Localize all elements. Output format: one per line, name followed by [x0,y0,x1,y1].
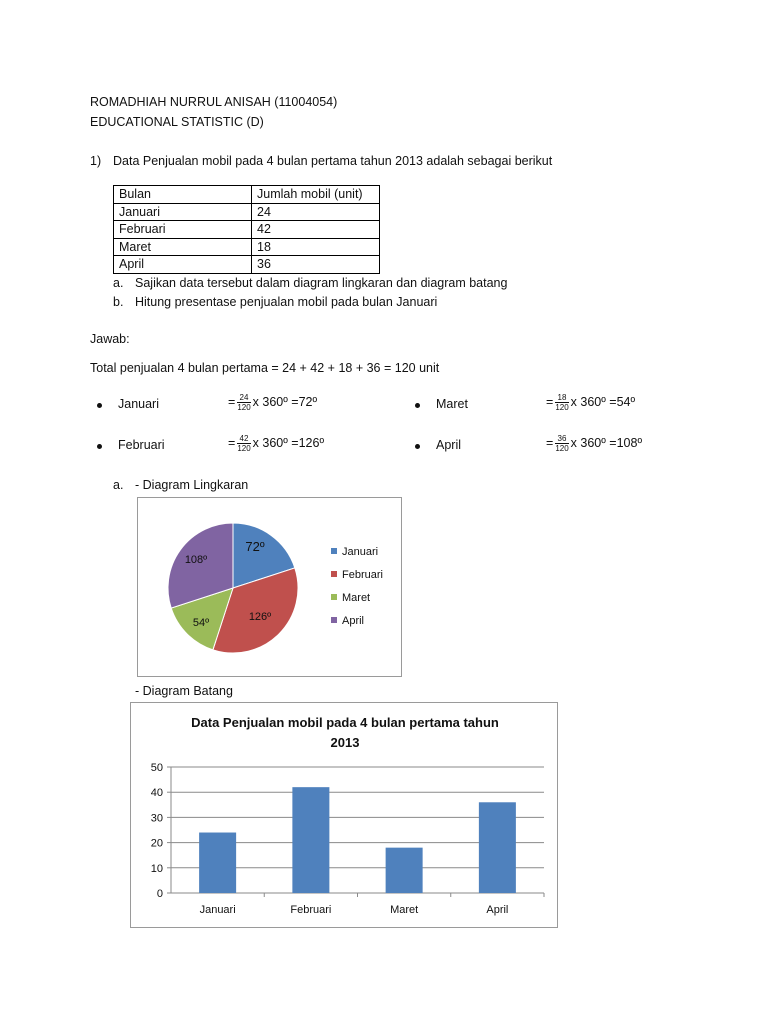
pie-slice-label: 72º [245,539,264,554]
bar-heading: - Diagram Batang [135,684,233,698]
legend-swatch [331,594,337,600]
chart-title: Data Penjualan mobil pada 4 bulan pertam… [191,715,499,730]
table-cell: 18 [251,237,380,256]
table-cell: April [113,255,252,274]
table-header: Jumlah mobil (unit) [251,185,380,204]
formula-expression: = 36 120 x 360º =108º [546,434,642,453]
task-label: a. [113,276,124,290]
numerator: 18 [555,393,569,403]
author-name: ROMADHIAH NURRUL ANISAH (11004054) [90,95,338,109]
sales-table: Bulan Jumlah mobil (unit) Januari 24 Febru… [113,185,380,274]
total-sales: Total penjualan 4 bulan pertama = 24 + 4… [90,361,440,375]
fraction: 36 120 [555,434,569,453]
equals-sign: = [546,435,554,450]
pie-slice-label: 126º [249,611,271,623]
y-tick-label: 50 [151,762,163,774]
denominator: 120 [237,403,251,412]
task-text: Hitung presentase penjualan mobil pada b… [135,295,438,309]
course-title: EDUCATIONAL STATISTIC (D) [90,115,264,129]
fraction: 24 120 [237,393,251,412]
denominator: 120 [555,444,569,453]
fraction: 18 120 [555,393,569,412]
x-tick-label: Maret [390,904,418,916]
legend-label: April [342,615,364,627]
bar [199,832,237,893]
formula-result: x 360º =126º [252,435,325,450]
y-tick-label: 40 [151,787,163,799]
table-row: Januari 24 [113,202,380,221]
table-row: Februari 42 [113,220,380,239]
formula-result: x 360º =54º [570,394,636,409]
pie-slice [232,522,296,589]
table-cell: Februari [113,220,252,239]
pie-heading: - Diagram Lingkaran [135,478,249,492]
legend-swatch [331,571,337,577]
bar [385,847,423,893]
table-row: Maret 18 [113,237,380,256]
y-tick-label: 30 [151,812,163,824]
legend-swatch [331,548,337,554]
pie-slice [212,567,299,654]
pie-slice-label: 108º [185,554,207,566]
question-number: 1) [90,154,102,168]
equals-sign: = [228,435,236,450]
denominator: 120 [555,403,569,412]
bullet-icon [97,403,102,408]
bar [478,802,516,893]
y-tick-label: 0 [157,888,163,900]
equals-sign: = [546,394,554,409]
formula-month: Januari [118,397,159,411]
numerator: 42 [237,434,251,444]
y-tick-label: 10 [151,863,163,875]
pie-slice [167,522,234,609]
fraction: 42 120 [237,434,251,453]
formula-result: x 360º =108º [570,435,643,450]
legend-label: Februari [342,569,383,581]
equals-sign: = [228,394,236,409]
chart-title: 2013 [331,735,360,750]
table-cell: 42 [251,220,380,239]
numerator: 36 [555,434,569,444]
pie-chart: 72º Januari 126º Februari 54º Maret 108º April [137,497,402,677]
table-cell: 36 [251,255,380,274]
denominator: 120 [237,444,251,453]
task-label: b. [113,295,124,309]
y-tick-label: 20 [151,838,163,850]
formula-month: Maret [436,397,468,411]
x-tick-label: Januari [200,904,236,916]
formula-expression: = 18 120 x 360º =54º [546,393,635,412]
table-cell: Januari [113,202,252,221]
formula-expression: = 24 120 x 360º =72º [228,393,317,412]
x-tick-label: April [486,904,508,916]
table-row: April 36 [113,255,380,274]
legend-swatch [331,617,337,623]
table-cell: 24 [251,202,380,221]
numerator: 24 [237,393,251,403]
formula-month: Februari [118,438,165,452]
question-text: Data Penjualan mobil pada 4 bulan pertam… [113,154,553,168]
table-cell: Maret [113,237,252,256]
pie-heading-label: a. [113,478,124,492]
table-header: Bulan [113,185,252,204]
bar-chart: Data Penjualan mobil pada 4 bulan pertam… [130,702,558,928]
bullet-icon [415,403,420,408]
pie-slice-label: 54º [193,617,209,629]
bar [292,787,330,893]
bullet-icon [415,444,420,449]
bullet-icon [97,444,102,449]
table-header-row: Bulan Jumlah mobil (unit) [113,185,380,204]
answer-label: Jawab: [90,332,130,346]
legend-label: Maret [342,592,370,604]
task-text: Sajikan data tersebut dalam diagram ling… [135,276,508,290]
x-tick-label: Februari [290,904,331,916]
formula-expression: = 42 120 x 360º =126º [228,434,324,453]
legend-label: Januari [342,546,378,558]
formula-month: April [436,438,462,452]
formula-result: x 360º =72º [252,394,318,409]
